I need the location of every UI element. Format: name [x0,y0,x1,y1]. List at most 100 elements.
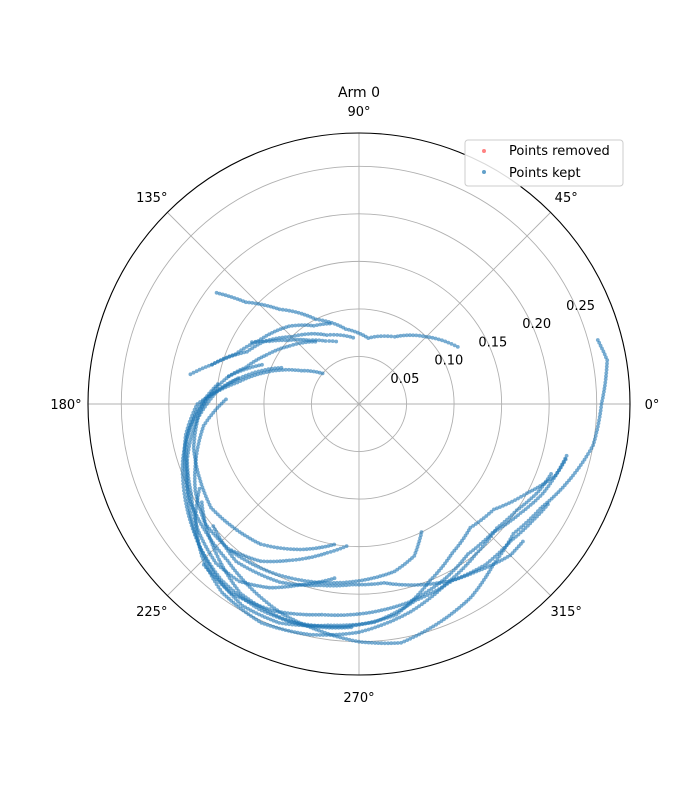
point-kept [256,565,261,569]
point-kept [528,503,533,507]
point-kept [286,584,291,589]
point-kept [193,486,198,490]
point-kept [285,344,289,349]
point-kept [193,464,198,468]
point-kept [268,576,273,581]
point-kept [287,344,292,348]
point-kept [274,579,279,583]
point-kept [501,503,505,508]
point-kept [244,300,248,305]
point-kept [516,527,521,532]
point-kept [279,365,284,370]
point-kept [180,472,185,477]
point-kept [580,460,585,465]
point-kept [417,333,422,338]
r-tick-label: 0.20 [522,317,551,332]
point-kept [506,541,511,546]
point-kept [597,415,602,419]
point-kept [512,510,517,515]
point-kept [338,546,343,551]
point-kept [184,458,189,462]
point-kept [296,310,301,315]
point-kept [286,619,291,623]
point-kept [422,582,426,587]
point-kept [433,336,438,341]
point-kept [293,323,298,328]
point-kept [259,566,263,571]
point-kept [508,519,513,523]
point-kept [329,577,334,581]
point-kept [431,581,436,586]
point-kept [241,374,245,379]
point-kept [185,484,190,489]
point-kept [323,339,328,343]
point-kept [337,632,342,637]
point-kept [235,370,240,374]
point-kept [314,370,319,374]
point-kept [220,541,225,545]
point-kept [310,612,315,617]
point-kept [290,368,294,372]
point-kept [187,425,192,430]
point-kept [237,579,242,584]
point-kept [604,364,609,369]
point-kept [298,547,303,552]
point-kept [403,601,408,606]
point-kept [283,618,288,622]
point-kept [243,605,248,610]
point-kept [272,545,276,549]
point-kept [523,526,528,530]
point-kept [229,372,234,377]
r-tick-label: 0.15 [478,335,507,350]
point-kept [298,631,303,636]
point-kept [283,575,288,579]
point-kept [511,531,516,536]
point-kept [385,334,390,339]
point-kept [273,609,278,614]
point-kept [207,502,212,507]
point-kept [409,583,414,587]
point-kept [259,573,264,577]
point-kept [195,539,200,543]
point-kept [412,597,417,602]
point-kept [248,608,253,613]
point-kept [309,583,314,588]
point-kept [241,377,246,382]
point-kept [278,559,282,564]
point-kept [200,503,205,508]
point-kept [217,548,222,553]
point-kept [354,579,358,584]
point-kept [320,371,325,376]
point-kept [519,525,523,530]
point-kept [381,573,385,578]
point-kept [302,368,307,373]
point-kept [474,567,479,572]
point-kept [265,575,270,580]
point-kept [249,582,254,587]
point-kept [262,543,267,547]
point-kept [382,607,387,612]
point-kept [262,574,267,579]
point-kept [290,582,295,586]
point-kept [526,523,530,528]
point-kept [382,581,386,585]
point-kept [411,607,416,612]
point-kept [312,580,317,584]
point-kept [181,482,186,486]
point-kept [287,558,292,563]
point-kept [435,590,440,595]
point-kept [252,583,257,588]
point-kept [414,548,419,552]
point-kept [382,616,387,621]
point-kept [209,564,214,569]
point-kept [242,564,247,569]
point-kept [181,478,185,483]
point-kept [394,582,398,587]
point-kept [254,570,258,575]
point-kept [194,451,199,456]
point-kept [589,446,594,451]
point-kept [405,638,410,642]
point-kept [217,575,222,580]
point-kept [280,574,285,578]
point-kept [242,346,246,351]
